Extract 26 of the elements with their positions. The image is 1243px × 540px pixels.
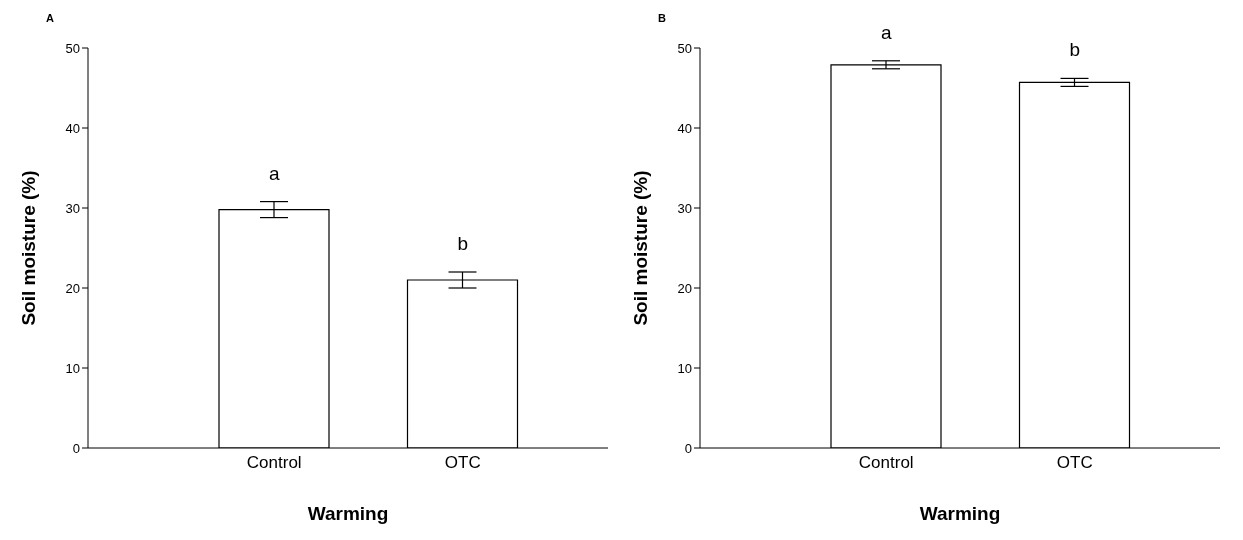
x-tick-label: Control xyxy=(858,453,914,473)
y-axis-title: Soil moisture (%) xyxy=(629,170,651,326)
text: a xyxy=(880,21,892,43)
chart-title: B xyxy=(658,12,666,24)
y-axis-title: Soil moisture (%) xyxy=(17,170,39,326)
y-tick-label: 50 xyxy=(677,40,692,56)
y-tick-label: 30 xyxy=(65,200,80,216)
y-tick-label: 20 xyxy=(65,280,80,296)
x-tick-label: OTC xyxy=(444,453,481,473)
y-tick-label: 0 xyxy=(72,440,80,456)
annotation: b xyxy=(1069,39,1081,61)
y-tick-label: 20 xyxy=(677,280,692,296)
y-tick-label: 0 xyxy=(684,440,692,456)
y-tick-label: 50 xyxy=(65,40,80,56)
y-tick-label: 10 xyxy=(677,360,692,376)
chart-title: A xyxy=(46,12,54,24)
y-tick-label: 30 xyxy=(677,200,692,216)
y-tick-label: 40 xyxy=(65,120,80,136)
y-tick-label: 10 xyxy=(65,360,80,376)
annotation: a xyxy=(268,162,280,184)
x-tick-label: OTC xyxy=(1056,453,1093,473)
x-tick-label: Control xyxy=(246,453,302,473)
x-axis-title: Warming xyxy=(307,503,389,524)
x-axis-title: Warming xyxy=(919,503,1001,524)
annotation: b xyxy=(457,233,469,254)
y-tick-label: 40 xyxy=(677,120,692,136)
